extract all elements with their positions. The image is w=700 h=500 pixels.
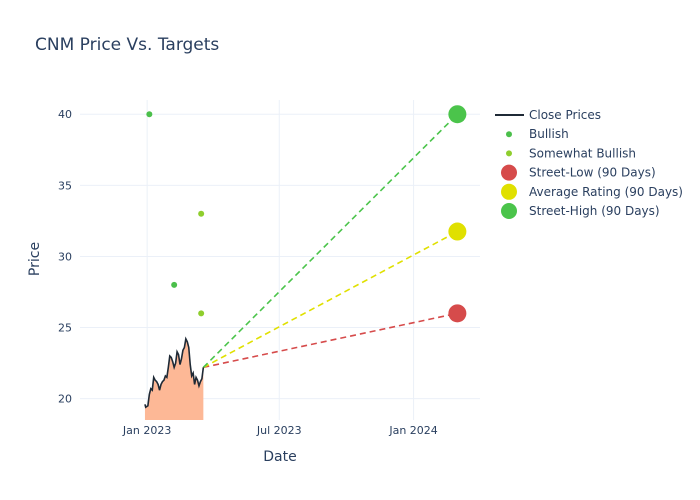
target-line xyxy=(203,312,458,369)
x-axis-title: Date xyxy=(263,449,296,465)
legend-swatch xyxy=(501,183,517,200)
y-tick-label: 20 xyxy=(58,393,72,406)
target-point xyxy=(448,304,467,323)
somewhat-bullish-point xyxy=(198,210,205,217)
target-line xyxy=(202,113,458,368)
chart-title: CNM Price Vs. Targets xyxy=(35,35,219,55)
bullish-point xyxy=(171,281,178,288)
x-tick-label: Jan 2023 xyxy=(122,424,171,437)
close-price-area xyxy=(144,338,204,420)
lines-layer xyxy=(144,113,458,409)
somewhat-bullish-point xyxy=(198,310,205,317)
legend-label: Bullish xyxy=(529,127,569,141)
y-tick-label: 40 xyxy=(58,108,72,121)
legend-label: Somewhat Bullish xyxy=(529,146,636,160)
legend-swatch xyxy=(506,131,512,138)
y-tick-label: 35 xyxy=(58,179,72,192)
legend-label: Average Rating (90 Days) xyxy=(529,185,683,199)
legend-label: Street-High (90 Days) xyxy=(529,204,660,218)
y-tick-label: 30 xyxy=(58,250,72,263)
target-point xyxy=(448,105,467,124)
markers-layer xyxy=(146,105,467,323)
close-price-line xyxy=(144,336,205,409)
tick-labels: 20 25 30 35 40 Jan 2023 Jul 2023 Jan 2024 xyxy=(58,108,438,437)
y-axis-title: Price xyxy=(27,242,43,276)
legend-swatch xyxy=(501,164,517,181)
legend-label: Close Prices xyxy=(529,108,601,122)
legend-swatch xyxy=(506,150,512,157)
legend-swatch xyxy=(501,203,517,219)
x-tick-label: Jul 2023 xyxy=(256,424,302,437)
target-point xyxy=(448,222,467,241)
target-line xyxy=(202,230,458,369)
x-tick-label: Jan 2024 xyxy=(388,424,437,437)
bullish-point xyxy=(146,111,153,118)
close-area-layer xyxy=(144,338,204,420)
grid xyxy=(80,100,480,420)
legend-label: Street-Low (90 Days) xyxy=(529,166,656,180)
legend: Close Prices Bullish Somewhat Bullish Stree… xyxy=(495,108,683,219)
y-tick-label: 25 xyxy=(58,322,72,335)
